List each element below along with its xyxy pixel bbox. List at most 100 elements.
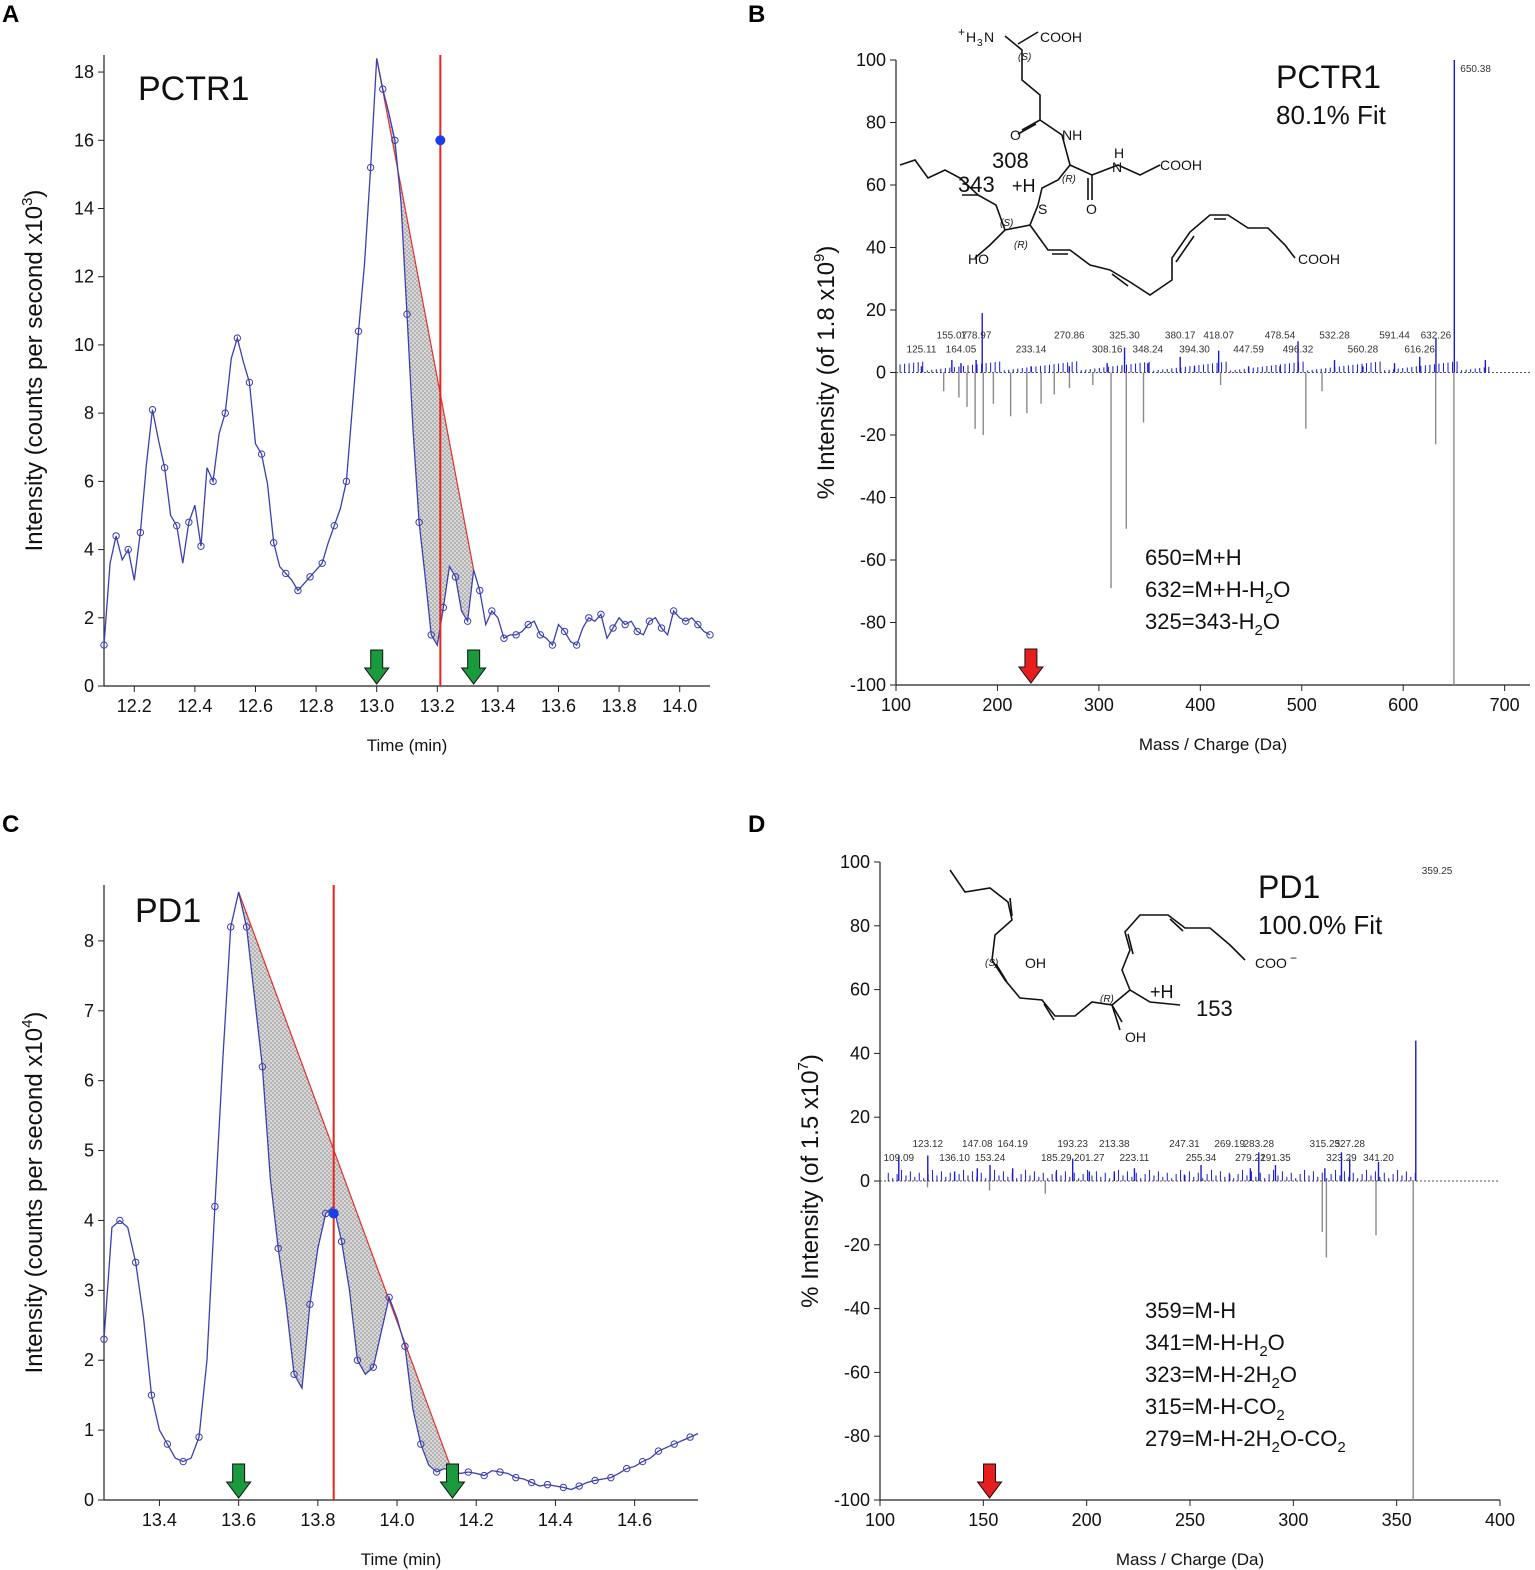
- pd1-minus: −: [1290, 951, 1297, 965]
- y-tick-label: 16: [74, 130, 94, 150]
- pctr1-frag308: 308: [992, 148, 1029, 173]
- chart-title: PCTR1: [1276, 59, 1381, 95]
- trace-marker: [257, 450, 266, 458]
- trace-marker: [209, 477, 217, 486]
- trace-marker: [195, 1433, 203, 1441]
- y-axis-label-main: Intensity (counts per second x10: [21, 1028, 48, 1374]
- trace-marker: [657, 624, 666, 632]
- trace-marker: [366, 163, 375, 172]
- fragment-annotation: 279=M-H-2H2O-CO2: [1145, 1426, 1346, 1456]
- trace-marker: [488, 607, 496, 615]
- y-tick-label: 3: [84, 1280, 94, 1300]
- pctr1-cooh-end: COOH: [1298, 251, 1340, 267]
- trace-marker: [163, 1440, 172, 1448]
- trace-marker: [124, 545, 132, 554]
- panel-d-spectrum: 100 150 200 250 300 350 400 -100 -80 -60 -40 -20 0 20…: [795, 852, 1515, 1569]
- pctr1-n: N: [984, 29, 994, 45]
- trace-line: [103, 891, 699, 1491]
- annotation-text: 632=M+H-H: [1145, 577, 1265, 602]
- peak-label: 359.25: [1422, 866, 1453, 877]
- annotation-suffix: O: [1273, 577, 1290, 602]
- trace-marker: [131, 1258, 140, 1267]
- trace-marker: [496, 1468, 504, 1476]
- y-axis-label-main: Intensity (counts per second x10: [21, 206, 48, 552]
- peak-label: 279.21: [1235, 1153, 1266, 1164]
- y-axis-label: % Intensity (of 1.5 x107): [795, 1054, 824, 1308]
- peak-label: 153.24: [975, 1153, 1006, 1164]
- trace-marker: [548, 641, 557, 649]
- peak-label: 478.54: [1265, 331, 1296, 342]
- x-tick-label: 12.4: [177, 696, 212, 716]
- trace-marker: [706, 631, 714, 639]
- y-axis-label-main: % Intensity (of 1.8 x10: [813, 262, 840, 499]
- pd1-r-label: (R): [1100, 994, 1114, 1005]
- y-tick-label: 2: [84, 608, 94, 628]
- panel-letter-c: C: [2, 811, 19, 838]
- cursor-dot: [435, 135, 446, 146]
- annotation-text: 315=M-H-CO: [1145, 1394, 1276, 1419]
- trace-marker: [451, 573, 460, 581]
- x-tick-label: 13.4: [142, 1510, 177, 1530]
- y-tick-label: 60: [866, 175, 886, 195]
- peak-end-arrow: [460, 649, 487, 685]
- y-tick-label: 18: [74, 62, 94, 82]
- trace-marker: [290, 1370, 298, 1378]
- peak-label: 233.14: [1016, 345, 1047, 356]
- x-tick-label: 700: [1490, 695, 1520, 715]
- trace-marker: [242, 923, 251, 931]
- peak-label: 269.19: [1214, 1139, 1245, 1150]
- y-tick-label: -60: [844, 1362, 870, 1382]
- pctr1-plus: +: [958, 25, 965, 39]
- y-tick-label: 7: [84, 1001, 94, 1021]
- y-tick-label: 4: [84, 540, 94, 560]
- fragment-annotation: 341=M-H-H2O: [1145, 1330, 1285, 1360]
- fragment-annotation: 325=343-H2O: [1145, 609, 1280, 639]
- x-tick-label: 13.4: [480, 696, 515, 716]
- pd1-coo: COO: [1255, 955, 1287, 971]
- pd1-oh2: OH: [1125, 1029, 1146, 1045]
- y-axis-label-sup: 7: [795, 1062, 812, 1070]
- cursor-dot: [328, 1208, 339, 1219]
- trace-marker: [160, 464, 169, 472]
- peak-label: 147.08: [962, 1139, 993, 1150]
- trace-marker: [342, 477, 351, 486]
- trace-marker: [543, 1480, 552, 1489]
- trace-marker: [233, 334, 242, 342]
- panel-letter-b: B: [748, 1, 765, 28]
- peak-label: 291.35: [1260, 1153, 1291, 1164]
- trace-marker: [609, 624, 617, 632]
- pctr1-o1: O: [1010, 127, 1021, 143]
- precursor-arrow: [976, 1463, 1003, 1499]
- x-tick-label: 14.6: [617, 1510, 652, 1530]
- panel-a-chromatogram: 12.2 12.4 12.6 12.8 13.0 13.2 13.4 13.6 13.8 14.0…: [19, 55, 714, 755]
- x-tick-label: 250: [1175, 1510, 1205, 1530]
- trace-marker: [536, 631, 545, 639]
- peak-label: 213.38: [1099, 1139, 1130, 1150]
- trace-marker: [112, 532, 120, 540]
- peak-label: 109.09: [883, 1153, 914, 1164]
- pd1-oh1: OH: [1025, 955, 1046, 971]
- pd1-plus-h: +H: [1150, 982, 1174, 1002]
- trace-marker: [258, 1063, 267, 1071]
- x-tick-label: 12.6: [238, 696, 273, 716]
- x-tick-label: 300: [1084, 695, 1114, 715]
- chart-title: PD1: [1258, 869, 1320, 905]
- pd1-structure: [949, 869, 1246, 1031]
- peak-label: 185.29: [1041, 1153, 1072, 1164]
- fragment-annotation: 650=M+H: [1145, 545, 1242, 570]
- trace-marker: [575, 1482, 583, 1490]
- peak-label: 496.32: [1283, 345, 1314, 356]
- peak-label: 178.97: [961, 331, 992, 342]
- y-tick-label: 10: [74, 335, 94, 355]
- peak-label: 380.17: [1165, 331, 1196, 342]
- annotation-suffix: O: [1268, 1330, 1285, 1355]
- trace-marker: [638, 1457, 647, 1466]
- panel-letter-d: D: [748, 811, 765, 838]
- y-tick-label: 4: [84, 1210, 94, 1230]
- precursor-arrow: [1017, 648, 1044, 684]
- trace-marker: [512, 1473, 520, 1482]
- y-tick-label: -80: [844, 1426, 870, 1446]
- peak-label: 632.26: [1421, 331, 1452, 342]
- trace-marker: [463, 617, 472, 625]
- annotation-sub: 2: [1265, 590, 1273, 607]
